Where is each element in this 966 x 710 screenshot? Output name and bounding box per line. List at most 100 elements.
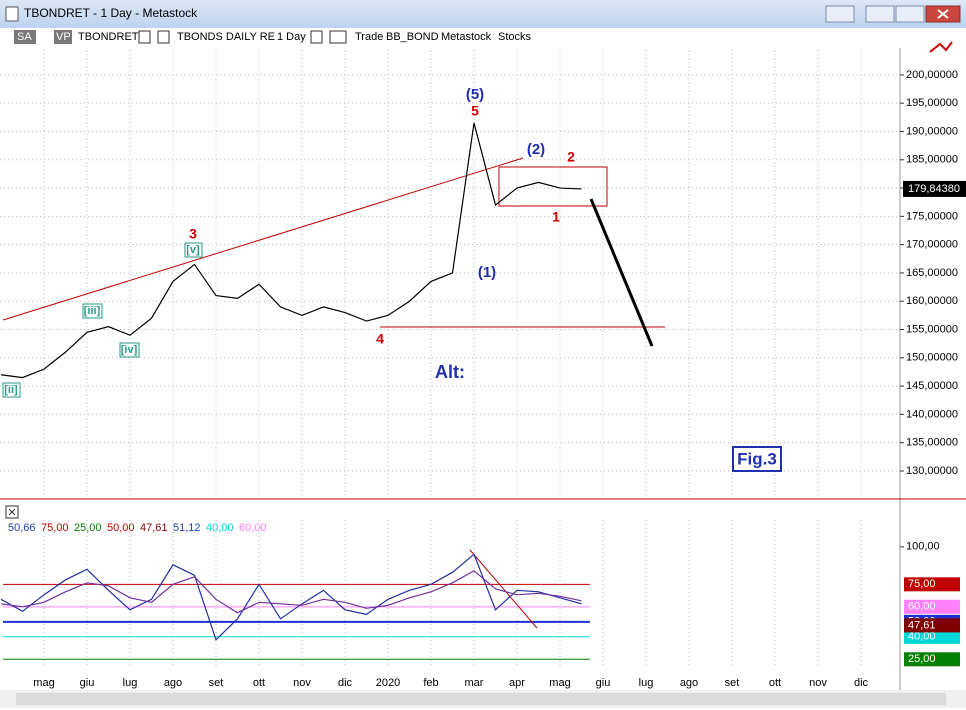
x-tick-label: ago bbox=[164, 677, 182, 689]
level-box bbox=[904, 577, 960, 592]
title-bar bbox=[0, 0, 966, 28]
toolbar-item[interactable]: TBONDRET bbox=[78, 31, 139, 43]
series-line bbox=[0, 570, 582, 614]
restore-button[interactable] bbox=[825, 5, 855, 23]
current-box bbox=[904, 618, 960, 633]
last-value-box bbox=[903, 180, 966, 197]
y-tick-label: 140,00000 bbox=[906, 408, 958, 420]
tool-icon[interactable] bbox=[929, 41, 953, 53]
toolbar-item[interactable]: VP bbox=[56, 31, 71, 43]
x-tick-label: mag bbox=[549, 677, 570, 689]
legend-entry: 50,66 bbox=[8, 522, 36, 534]
toolbar bbox=[0, 28, 966, 48]
toolbar-item[interactable]: SA bbox=[17, 31, 32, 43]
y-tick-label: 155,00000 bbox=[906, 323, 958, 335]
wave-label: [ii] bbox=[4, 384, 18, 396]
x-tick-label: ott bbox=[253, 677, 265, 689]
x-tick-label: nov bbox=[293, 677, 311, 689]
wave-label: 5 bbox=[471, 103, 479, 119]
legend-entry: 75,00 bbox=[41, 522, 69, 534]
toolbar-item[interactable]: BB_BOND bbox=[386, 31, 439, 43]
x-tick-label: giu bbox=[80, 677, 95, 689]
scroll-thumb[interactable] bbox=[16, 693, 946, 705]
toolbar-item[interactable]: 1 Day bbox=[277, 31, 306, 43]
x-tick-label: feb bbox=[423, 677, 438, 689]
y-tick-label: 190,00000 bbox=[906, 125, 958, 137]
x-tick-label: mar bbox=[465, 677, 484, 689]
dropdown[interactable] bbox=[138, 30, 151, 44]
toolbar-item[interactable]: Stocks bbox=[498, 31, 532, 43]
y-tick-label: 195,00000 bbox=[906, 97, 958, 109]
y-tick-label: 185,00000 bbox=[906, 154, 958, 166]
range-box bbox=[498, 166, 608, 207]
level-label: 75,00 bbox=[908, 578, 936, 590]
close-panel-icon bbox=[8, 508, 16, 516]
x-tick-label: ago bbox=[680, 677, 698, 689]
y-tick-label: 145,00000 bbox=[906, 380, 958, 392]
x-tick-label: apr bbox=[509, 677, 525, 689]
series-line bbox=[0, 553, 582, 641]
series-line bbox=[0, 122, 582, 379]
label-box bbox=[119, 342, 140, 358]
label-box bbox=[2, 382, 21, 398]
grid bbox=[0, 50, 900, 668]
annotations: (5) 5 (2) 2 1 (1) 3 [v] [iii] [iv] [ii] … bbox=[2, 86, 782, 472]
wave-label: [v] bbox=[186, 244, 200, 256]
current-label: 47,61 bbox=[908, 619, 936, 631]
last-value-label: 179,84380 bbox=[908, 183, 960, 195]
label-box bbox=[184, 242, 203, 258]
projection-line bbox=[589, 198, 654, 347]
toolbar-item[interactable]: Trade bbox=[355, 31, 383, 43]
wave-label: 1 bbox=[552, 209, 560, 225]
x-tick-label: giu bbox=[596, 677, 611, 689]
x-tick-label: dic bbox=[854, 677, 869, 689]
y-tick-label: 160,00000 bbox=[906, 295, 958, 307]
y-tick-label: 150,00000 bbox=[906, 352, 958, 364]
minimize-button[interactable] bbox=[865, 5, 895, 23]
legend-entry: 25,00 bbox=[74, 522, 102, 534]
legend-entry: 47,61 bbox=[140, 522, 168, 534]
x-tick-label: lug bbox=[639, 677, 654, 689]
wave-label: 3 bbox=[189, 226, 197, 242]
indicator-trend bbox=[469, 549, 538, 629]
y-tick-label: 200,00000 bbox=[906, 69, 958, 81]
sa-button[interactable] bbox=[14, 30, 36, 44]
x-tick-label: mag bbox=[33, 677, 54, 689]
level-label: 60,00 bbox=[908, 601, 936, 613]
level-box bbox=[904, 599, 960, 614]
legend-entry: 60,00 bbox=[239, 522, 267, 534]
fig-box bbox=[732, 446, 782, 472]
dropdown[interactable] bbox=[157, 30, 170, 44]
toolbar-item[interactable]: TBONDS DAILY RE bbox=[177, 31, 275, 43]
window-title: TBONDRET - 1 Day - Metastock bbox=[24, 6, 198, 20]
wave-label: (2) bbox=[527, 141, 545, 158]
x-tick-label: 2020 bbox=[376, 677, 400, 689]
dropdown[interactable] bbox=[310, 30, 323, 44]
x-tick-label: set bbox=[725, 677, 740, 689]
dropdown[interactable] bbox=[329, 30, 347, 44]
level-label: 40,00 bbox=[908, 631, 936, 643]
x-tick-label: lug bbox=[123, 677, 138, 689]
window-buttons bbox=[825, 5, 961, 23]
x-tick-label: ott bbox=[769, 677, 781, 689]
wave-label: 4 bbox=[376, 331, 384, 347]
close-icon bbox=[937, 9, 949, 19]
label-box bbox=[82, 303, 103, 319]
wave-label: (5) bbox=[466, 86, 484, 103]
maximize-button[interactable] bbox=[895, 5, 925, 23]
wave-label: (1) bbox=[478, 264, 496, 281]
level-box bbox=[904, 652, 960, 667]
toolbar-item[interactable]: Metastock bbox=[441, 31, 492, 43]
wave-label: 2 bbox=[567, 149, 575, 165]
y-tick-label: 100,00 bbox=[906, 541, 940, 553]
y-tick-label: 135,00000 bbox=[906, 437, 958, 449]
legend-entry: 50,00 bbox=[107, 522, 135, 534]
vp-button[interactable] bbox=[54, 30, 72, 44]
level-label: 25,00 bbox=[908, 653, 936, 665]
legend-entry: 40,00 bbox=[206, 522, 234, 534]
x-tick-label: nov bbox=[809, 677, 827, 689]
fig-label: Fig.3 bbox=[737, 449, 777, 468]
